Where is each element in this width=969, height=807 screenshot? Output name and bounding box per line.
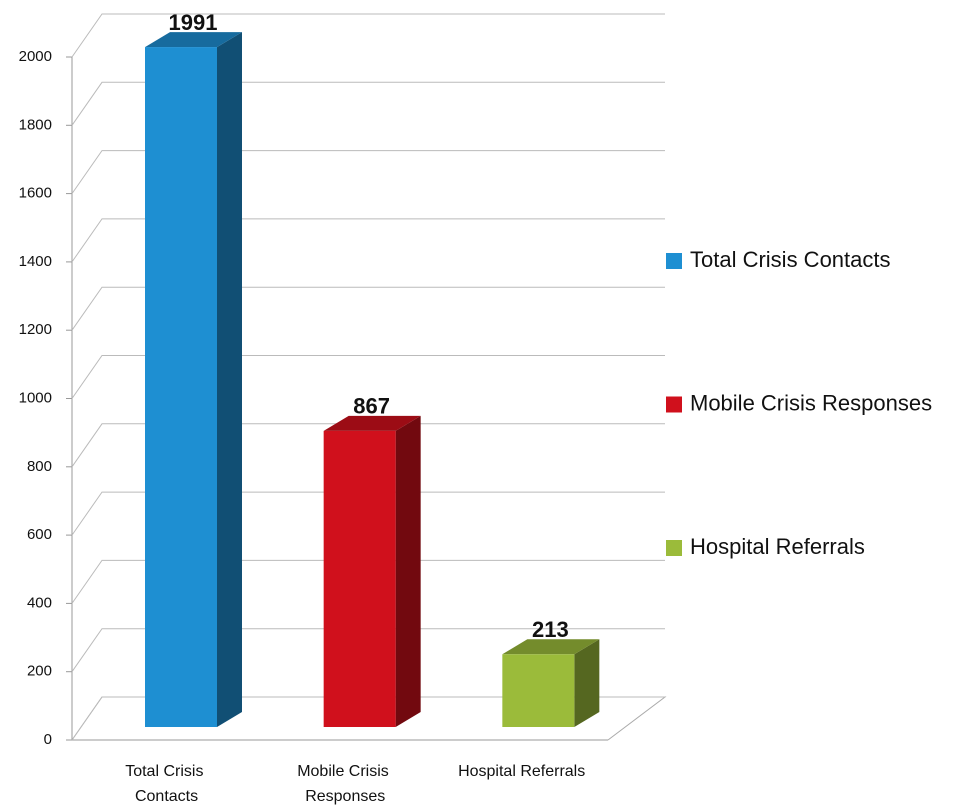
grid-line: [71, 423, 665, 468]
legend-swatch: [666, 396, 682, 413]
y-tick-label: 1800: [19, 116, 52, 133]
grid-line: [71, 13, 665, 58]
legend-swatch: [666, 540, 682, 556]
legend-label: Hospital Referrals: [690, 534, 865, 559]
y-tick-label: 200: [27, 663, 52, 680]
x-tick-label: Mobile Crisis Responses: [297, 763, 389, 805]
bar-top: [323, 415, 421, 431]
y-tick-label: 1400: [19, 253, 52, 270]
bar: [145, 47, 217, 728]
y-tick-label: 800: [27, 458, 52, 475]
legend-label: Mobile Crisis Responses: [690, 390, 932, 415]
y-tick-label: 0: [44, 731, 52, 748]
bar-side: [574, 639, 600, 727]
grid-line: [71, 628, 665, 672]
grid-line: [71, 491, 665, 536]
y-tick-label: 1000: [19, 389, 52, 406]
y-tick-label: 2000: [19, 48, 52, 65]
x-tick-label: Hospital Referrals: [458, 763, 585, 780]
grid-line: [71, 696, 665, 741]
grid-line: [71, 286, 665, 331]
value-label: 867: [353, 394, 390, 419]
bar-top: [145, 32, 242, 48]
x-tick-label: Total Crisis Contacts: [125, 763, 203, 805]
value-label: 1991: [169, 10, 218, 35]
y-tick-label: 400: [27, 594, 52, 611]
grid-line: [71, 150, 665, 194]
bar-side: [217, 32, 242, 728]
y-tick-label: 600: [27, 526, 52, 543]
grid-line: [71, 218, 665, 263]
bar: [502, 654, 575, 727]
value-label: 213: [532, 617, 569, 642]
legend-label: Total Crisis Contacts: [690, 247, 891, 272]
grid-line: [71, 559, 665, 604]
y-tick-label: 1200: [19, 321, 52, 338]
legend-swatch: [666, 253, 682, 269]
bar: [323, 430, 396, 727]
bar-top: [502, 639, 600, 655]
grid-line: [71, 355, 665, 399]
y-tick-label: 1600: [19, 185, 52, 202]
bar-side: [395, 415, 421, 727]
grid-line: [71, 81, 665, 126]
